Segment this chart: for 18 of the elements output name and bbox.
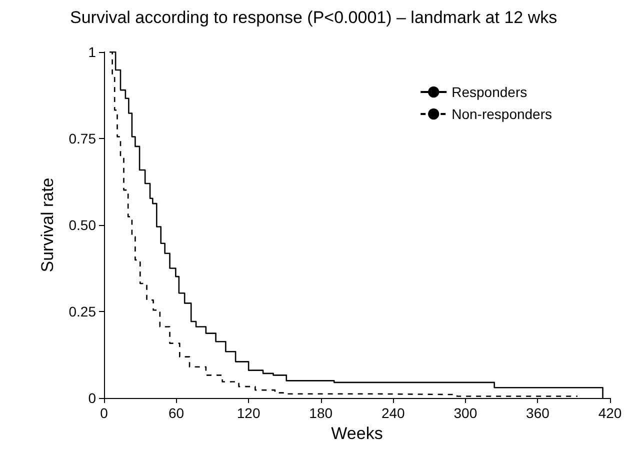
y-tick-label: 0.25 <box>68 304 96 320</box>
chart-title: Survival according to response (P<0.0001) – landmark at 12 wks <box>70 8 558 27</box>
x-tick-label: 360 <box>526 405 550 421</box>
x-tick-label: 60 <box>168 405 184 421</box>
legend-label: Non-responders <box>452 106 552 122</box>
y-tick-label: 0.50 <box>68 217 96 233</box>
x-tick-label: 420 <box>598 405 622 421</box>
x-tick-label: 0 <box>100 405 108 421</box>
legend-label: Responders <box>452 84 528 100</box>
y-tick-label: 0 <box>88 390 96 406</box>
y-axis-title: Survival rate <box>38 178 57 272</box>
x-tick-label: 240 <box>381 405 406 421</box>
y-tick-label: 1 <box>88 44 96 60</box>
x-tick-label: 180 <box>309 405 333 421</box>
x-axis-title: Weeks <box>331 424 383 443</box>
y-tick-label: 0.75 <box>68 130 96 146</box>
x-tick-label: 300 <box>454 405 478 421</box>
x-tick-label: 120 <box>236 405 260 421</box>
